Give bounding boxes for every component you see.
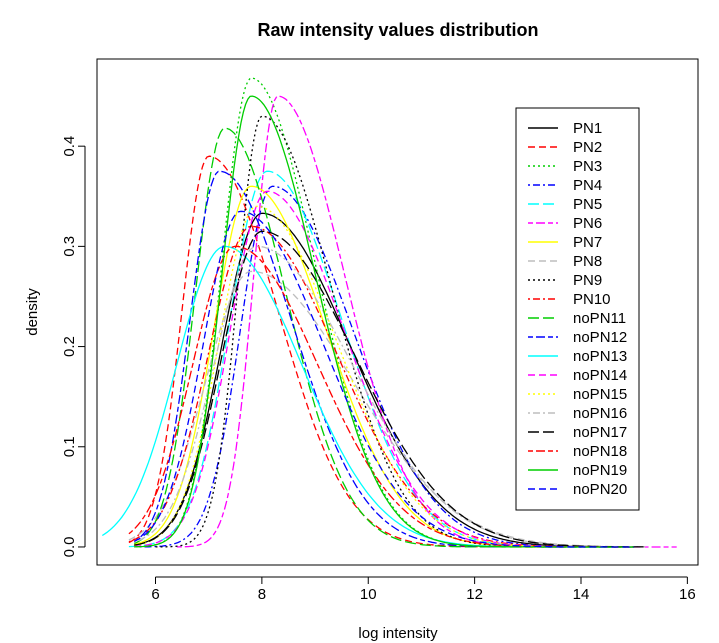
legend-label: PN8	[573, 253, 602, 270]
y-axis-label: density	[24, 288, 41, 336]
series-line-nopn20	[133, 210, 635, 548]
series-line-nopn16	[133, 245, 645, 548]
legend-box	[515, 107, 640, 511]
x-tick-label: 10	[360, 586, 377, 603]
legend-label: noPN20	[573, 481, 627, 498]
legend-label: PN5	[573, 196, 602, 213]
legend-label: noPN15	[573, 386, 627, 403]
legend-label: PN2	[573, 139, 602, 156]
legend-label: PN4	[573, 177, 602, 194]
legend-label: noPN16	[573, 405, 627, 422]
y-tick-label: 0.0	[61, 537, 78, 558]
legend-label: noPN14	[573, 367, 627, 384]
legend-label: PN3	[573, 158, 602, 175]
legend-label: PN1	[573, 120, 602, 137]
series-line-nopn11	[133, 127, 635, 548]
legend-label: noPN12	[573, 329, 627, 346]
legend: PN1 PN2 PN3 PN4 PN5 PN6 PN7 PN8 PN9 PN10 noPN11 noP…	[515, 107, 640, 511]
y-tick-label: 0.4	[61, 136, 78, 157]
y-axis: 0.0 0.1 0.2 0.3 0.4	[61, 136, 86, 558]
x-tick-label: 6	[151, 586, 159, 603]
x-axis: 6 8 10 12 14 16	[151, 576, 696, 603]
legend-label: noPN13	[573, 348, 627, 365]
legend-label: PN9	[573, 272, 602, 289]
legend-label: noPN18	[573, 443, 627, 460]
legend-label: PN7	[573, 234, 602, 251]
series-lines	[101, 77, 677, 548]
x-tick-label: 16	[679, 586, 696, 603]
legend-label: PN10	[573, 291, 611, 308]
chart-title: Raw intensity values distribution	[257, 20, 538, 40]
y-tick-label: 0.3	[61, 236, 78, 257]
plot-frame	[96, 58, 699, 566]
series-line-nopn17	[134, 230, 645, 548]
y-tick-label: 0.2	[61, 336, 78, 357]
x-axis-label: log intensity	[358, 625, 438, 642]
x-tick-label: 14	[573, 586, 590, 603]
series-line-pn1	[134, 212, 645, 548]
x-tick-label: 8	[258, 586, 266, 603]
x-tick-label: 12	[466, 586, 483, 603]
series-line-pn8	[128, 270, 645, 548]
legend-label: noPN17	[573, 424, 627, 441]
legend-label: noPN11	[573, 310, 626, 327]
legend-label: noPN19	[573, 462, 627, 479]
y-tick-label: 0.1	[61, 436, 78, 457]
legend-label: PN6	[573, 215, 602, 232]
